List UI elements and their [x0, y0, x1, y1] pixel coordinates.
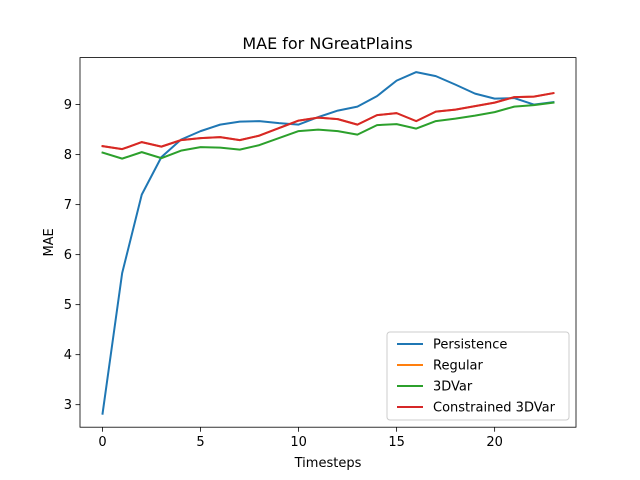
legend-box [386, 331, 570, 421]
series-lines [101, 71, 555, 415]
x-tick-label: 0 [98, 435, 106, 450]
y-tick-label: 3 [64, 398, 72, 413]
x-tick-label: 5 [196, 435, 204, 450]
y-tick-label: 4 [64, 348, 72, 363]
x-tick-label: 20 [486, 435, 503, 450]
legend-label: 3DVar [433, 380, 473, 395]
legend: Persistence Regular 3DVar Constrained 3DVar [386, 331, 570, 421]
y-tick-label: 6 [64, 248, 72, 263]
series-line-2 [101, 101, 555, 160]
series-line-0 [101, 71, 555, 415]
y-tick-label: 8 [64, 148, 72, 163]
chart-title: MAE for NGreatPlains [242, 34, 412, 53]
series-line-3 [101, 91, 555, 151]
series-line-1 [101, 91, 555, 151]
y-tick-label: 7 [64, 198, 72, 213]
plot-frame [79, 57, 577, 428]
x-tick-label: 15 [388, 435, 405, 450]
legend-label: Constrained 3DVar [433, 401, 556, 416]
legend-label: Persistence [433, 338, 507, 353]
legend-label: Regular [433, 359, 484, 374]
x-axis-label: Timesteps [294, 456, 362, 471]
y-axis-ticks: 3 4 5 6 7 8 9 [64, 98, 80, 413]
x-axis-ticks: 0 5 10 15 20 [98, 427, 503, 450]
y-tick-label: 5 [64, 298, 72, 313]
y-tick-label: 9 [64, 98, 72, 113]
x-tick-label: 10 [290, 435, 307, 450]
legend-items: Persistence Regular 3DVar Constrained 3DVar [397, 338, 556, 416]
y-axis-label: MAE [42, 228, 57, 256]
